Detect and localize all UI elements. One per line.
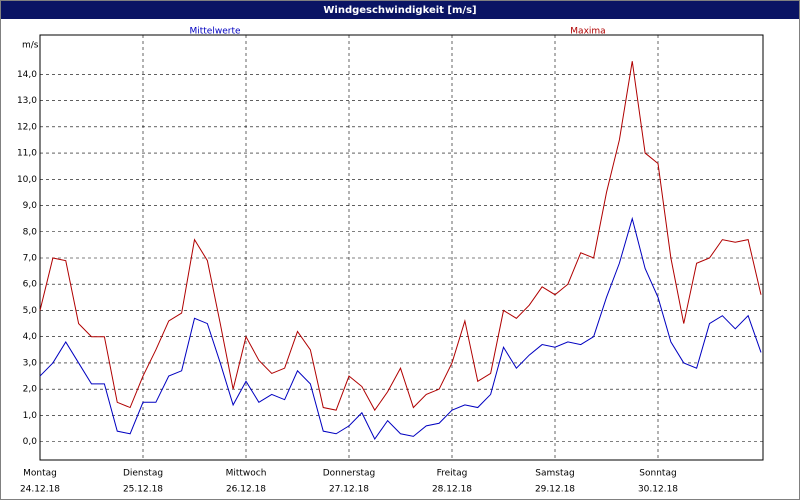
x-tick-date: 25.12.18 (123, 485, 163, 495)
data-line (39, 61, 762, 412)
y-tick-label: 5,0 (23, 306, 38, 316)
x-tick-date: 30.12.18 (638, 485, 678, 495)
y-tick-label: 12,0 (17, 122, 37, 132)
x-tick-label: Donnerstag (323, 469, 376, 479)
x-tick-label: Samstag (535, 469, 574, 479)
y-tick-label: 4,0 (23, 332, 38, 342)
y-tick-label: 8,0 (23, 227, 38, 237)
title-bar (1, 1, 799, 19)
x-tick-date: 26.12.18 (226, 485, 266, 495)
legend-label: Maxima (570, 27, 605, 37)
x-tick-label: Montag (23, 469, 57, 479)
y-tick-label: 2,0 (23, 385, 38, 395)
data-line (39, 216, 762, 440)
x-tick-label: Freitag (437, 469, 468, 479)
y-tick-label: 0,0 (23, 437, 38, 447)
x-tick-label: Mittwoch (226, 469, 267, 479)
y-tick-label: 11,0 (17, 149, 37, 159)
y-tick-label: 9,0 (23, 201, 38, 211)
plot-border (39, 34, 764, 461)
x-tick-date: 27.12.18 (329, 485, 369, 495)
y-tick-label: 14,0 (17, 70, 37, 80)
legend-label: Mittelwerte (189, 27, 240, 37)
x-tick-label: Sonntag (639, 469, 676, 479)
y-tick-label: 13,0 (17, 96, 37, 106)
y-tick-label: 3,0 (23, 358, 38, 368)
y-axis-label: m/s (22, 41, 39, 51)
y-tick-label: 7,0 (23, 253, 38, 263)
x-tick-date: 28.12.18 (432, 485, 472, 495)
x-tick-date: 24.12.18 (20, 485, 60, 495)
y-tick-label: 1,0 (23, 411, 38, 421)
y-tick-label: 6,0 (23, 280, 38, 290)
chart-title: Windgeschwindigkeit [m/s] (323, 5, 476, 16)
y-tick-label: 10,0 (17, 175, 37, 185)
x-tick-label: Dienstag (123, 469, 163, 479)
x-tick-date: 29.12.18 (535, 485, 575, 495)
